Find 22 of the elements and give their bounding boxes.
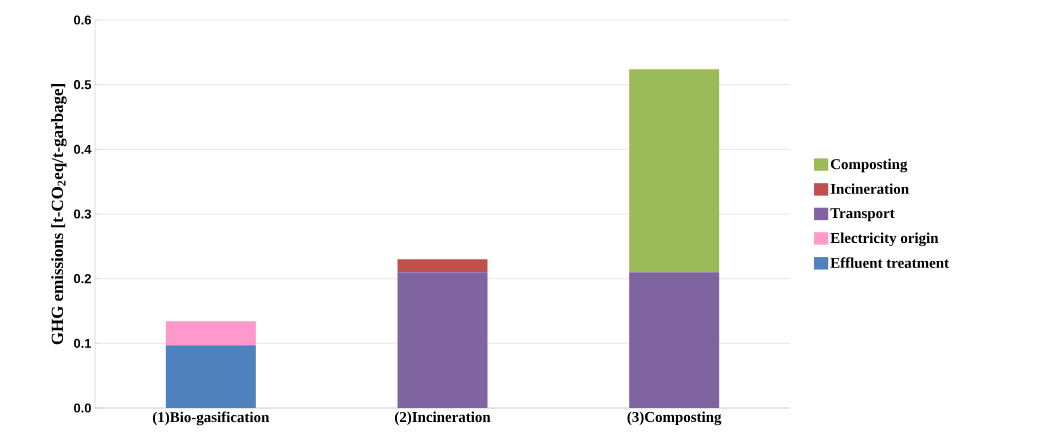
y-tick-label: 0.1: [73, 338, 92, 348]
y-tick-label: 0.6: [73, 15, 92, 25]
bar: [629, 69, 720, 273]
legend-label: Transport: [830, 208, 895, 222]
bar: [397, 259, 488, 273]
legend-label: Electricity origin: [830, 232, 939, 247]
y-tick-label: 0.3: [73, 209, 92, 219]
legend-label: Composting: [830, 158, 908, 173]
y-tick-label: 0.5: [73, 80, 92, 90]
y-tick-label: 0.4: [73, 144, 92, 154]
bar: [397, 272, 488, 408]
y-tick-label: 0.2: [73, 274, 91, 284]
bar: [165, 345, 256, 408]
legend-label: Incineration: [830, 183, 909, 194]
x-tick-label: (2)Incineration: [395, 411, 491, 426]
y-tick-label: 0.0: [73, 403, 91, 413]
x-tick-label: (1)Bio-gasification: [152, 411, 270, 426]
y-axis-title: GHG emissions [t-CO$_{2}$eq/t-garbage]: [51, 84, 67, 345]
x-tick-label: (3)Composting: [627, 411, 722, 426]
bar: [165, 321, 256, 346]
bar: [629, 272, 720, 408]
legend-label: Effluent treatment: [830, 257, 949, 269]
